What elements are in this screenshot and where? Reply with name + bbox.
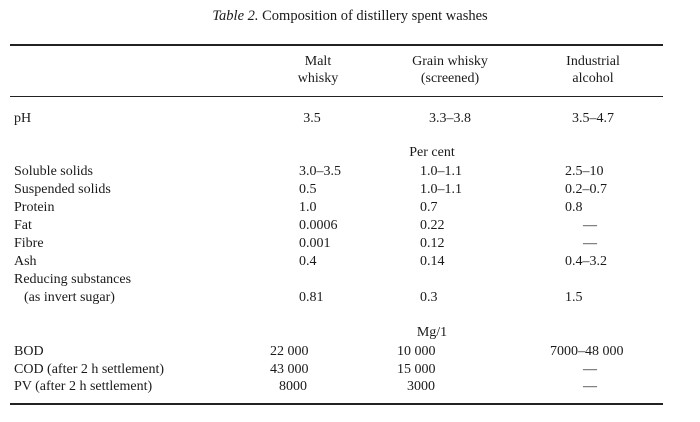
ph-industrial: 3.5–4.7 xyxy=(572,111,614,126)
col-header-grain: Grain whisky (screened) xyxy=(412,54,488,86)
row-label: Suspended solids xyxy=(14,182,111,197)
cell-grain: 0.7 xyxy=(420,200,438,215)
cell-grain: 0.22 xyxy=(420,218,445,233)
row-label: COD (after 2 h settlement) xyxy=(14,362,165,377)
cell-malt: 22 000 xyxy=(270,344,309,359)
cell-malt: 43 000 xyxy=(270,362,309,377)
unit-per-cent: Per cent xyxy=(409,145,455,160)
col-header-industrial: Industrial alcohol xyxy=(566,54,620,86)
unit-mg-per-l: Mg/1 xyxy=(416,325,448,340)
cell-industrial: — xyxy=(583,379,597,394)
row-label: BOD xyxy=(14,344,44,359)
top-rule xyxy=(10,44,663,46)
bottom-rule xyxy=(10,403,663,405)
table-label: Table 2. xyxy=(212,8,259,24)
cell-grain: 0.14 xyxy=(420,254,445,269)
reducing-industrial: 1.5 xyxy=(565,290,583,305)
row-label: Protein xyxy=(14,200,55,215)
cell-malt: 1.0 xyxy=(299,200,317,215)
table-caption: Table 2. Composition of distillery spent… xyxy=(0,8,700,25)
cell-grain: 3000 xyxy=(407,379,435,394)
row-label: Fibre xyxy=(14,236,44,251)
cell-grain: 15 000 xyxy=(397,362,436,377)
cell-grain: 10 000 xyxy=(397,344,436,359)
row-label: Ash xyxy=(14,254,37,269)
cell-malt: 3.0–3.5 xyxy=(299,164,341,179)
cell-industrial: 2.5–10 xyxy=(565,164,604,179)
ph-grain: 3.3–3.8 xyxy=(429,111,471,126)
cell-industrial: 0.8 xyxy=(565,200,583,215)
cell-malt: 0.0006 xyxy=(299,218,338,233)
ph-malt: 3.5 xyxy=(303,111,321,126)
cell-industrial: — xyxy=(583,236,597,251)
row-label: PV (after 2 h settlement) xyxy=(14,379,153,394)
cell-grain: 0.12 xyxy=(420,236,445,251)
cell-industrial: 0.4–3.2 xyxy=(565,254,607,269)
cell-malt: 0.5 xyxy=(299,182,317,197)
cell-malt: 0.4 xyxy=(299,254,317,269)
cell-malt: 8000 xyxy=(279,379,307,394)
reducing-grain: 0.3 xyxy=(420,290,438,305)
row-label: Soluble solids xyxy=(14,164,93,179)
cell-grain: 1.0–1.1 xyxy=(420,182,462,197)
cell-grain: 1.0–1.1 xyxy=(420,164,462,179)
table-title: Composition of distillery spent washes xyxy=(262,8,488,24)
row-label-ph: pH xyxy=(14,111,32,126)
cell-industrial: — xyxy=(583,218,597,233)
cell-industrial: 7000–48 000 xyxy=(550,344,624,359)
row-label: Fat xyxy=(14,218,32,233)
cell-industrial: 0.2–0.7 xyxy=(565,182,607,197)
row-label-reducing-note: (as invert sugar) xyxy=(24,290,115,305)
row-label-reducing: Reducing substances xyxy=(14,272,132,287)
reducing-malt: 0.81 xyxy=(299,290,324,305)
cell-malt: 0.001 xyxy=(299,236,331,251)
header-rule xyxy=(10,96,663,97)
cell-industrial: — xyxy=(583,362,597,377)
col-header-malt: Malt whisky xyxy=(297,54,339,86)
